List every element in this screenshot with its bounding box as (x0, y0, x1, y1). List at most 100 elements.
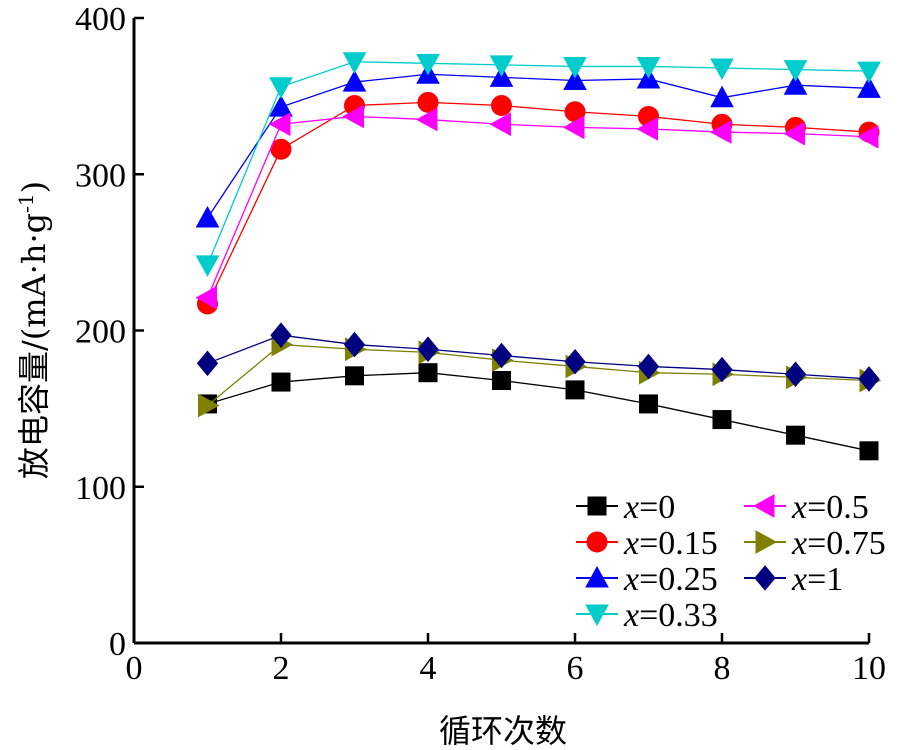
data-point (786, 425, 805, 445)
legend-variable: x (791, 525, 807, 562)
data-point (416, 53, 440, 76)
data-point (270, 322, 292, 348)
data-point (342, 52, 367, 74)
legend-item-3: x=0.25 (576, 561, 718, 598)
data-point (196, 350, 219, 377)
data-point (859, 441, 879, 461)
data-point (856, 124, 879, 149)
legend-item-4: x=0.33 (576, 597, 718, 634)
series-3 (195, 62, 881, 228)
plot-area (195, 52, 882, 461)
legend-marker (587, 496, 607, 516)
data-point (857, 61, 881, 84)
legend-item-7: x=1 (744, 561, 843, 598)
legend-variable: x (623, 561, 639, 598)
legend-item-5: x=0.5 (744, 489, 869, 526)
legend-marker (586, 531, 608, 553)
series-6 (198, 332, 882, 418)
series-5 (195, 104, 879, 310)
legend-label: x=1 (791, 561, 843, 598)
data-point (562, 115, 585, 140)
data-point (417, 336, 439, 363)
y-axis-title-main: 放电容量/(mA·h·g (15, 213, 53, 479)
legend-label: x=0.33 (623, 597, 718, 634)
legend-marker (585, 604, 609, 627)
data-point (636, 117, 658, 141)
x-tick-label: 4 (420, 650, 437, 687)
data-point (269, 95, 293, 117)
data-point (636, 56, 661, 79)
legend-value: =0.75 (807, 525, 886, 562)
legend-variable: x (791, 561, 807, 598)
legend-value: =0 (639, 489, 675, 526)
data-point (195, 205, 220, 228)
data-point (195, 255, 220, 277)
legend-item-1: x=0 (576, 489, 675, 526)
legend-marker (755, 530, 778, 554)
data-point (271, 372, 291, 392)
legend: x=0x=0.15x=0.25x=0.33x=0.5x=0.75x=1 (576, 489, 886, 634)
series-2 (197, 91, 880, 315)
series-line (207, 343, 870, 407)
data-point (345, 366, 364, 386)
data-point (198, 393, 220, 418)
data-point (858, 366, 880, 392)
legend-value: =0.25 (639, 561, 718, 598)
data-point (710, 58, 734, 81)
series-7 (196, 322, 880, 392)
legend-item-6: x=0.75 (744, 525, 886, 562)
legend-marker (752, 494, 775, 518)
legend-variable: x (623, 489, 639, 526)
data-point (783, 121, 805, 146)
data-point (563, 56, 587, 79)
data-point (783, 60, 808, 82)
y-tick-label: 300 (75, 157, 126, 194)
legend-label: x=0 (623, 489, 675, 526)
data-point (490, 342, 513, 369)
x-tick-label: 8 (714, 650, 731, 687)
data-point (342, 104, 364, 129)
series-line (207, 372, 870, 452)
data-point (195, 285, 217, 310)
legend-label: x=0.15 (623, 525, 718, 562)
data-point (418, 363, 438, 383)
legend-marker (754, 565, 776, 591)
legend-variable: x (791, 489, 807, 526)
y-tick-label: 100 (75, 470, 126, 507)
data-point (564, 348, 586, 375)
data-point (269, 77, 293, 99)
legend-item-2: x=0.15 (576, 525, 718, 562)
x-tick-label: 6 (567, 650, 584, 687)
data-point (415, 107, 438, 132)
data-point (491, 95, 512, 116)
data-point (639, 394, 658, 414)
series-line (206, 101, 870, 305)
legend-label: x=0.5 (791, 489, 869, 526)
x-tick-label: 0 (126, 650, 143, 687)
y-tick-label: 400 (75, 1, 126, 38)
data-point (565, 380, 585, 400)
legend-label: x=0.75 (791, 525, 886, 562)
y-axis-title-superscript: -1 (14, 193, 38, 212)
legend-value: =0.15 (639, 525, 718, 562)
legend-variable: x (623, 525, 639, 562)
series-line (206, 73, 870, 219)
legend-marker (585, 565, 609, 588)
data-point (268, 112, 291, 137)
legend-variable: x (623, 597, 639, 634)
data-point (712, 410, 732, 430)
data-point (492, 371, 511, 390)
y-axis-title-close: ) (15, 181, 53, 193)
data-point (343, 331, 366, 358)
data-point (784, 361, 807, 388)
y-tick-label: 200 (75, 314, 126, 351)
series-line (207, 334, 870, 380)
series-1 (198, 363, 879, 461)
data-point (417, 91, 439, 113)
data-point (637, 353, 660, 380)
data-point (489, 112, 511, 137)
data-point (711, 356, 733, 383)
series-line (206, 115, 870, 298)
x-tick-label: 2 (273, 650, 290, 687)
